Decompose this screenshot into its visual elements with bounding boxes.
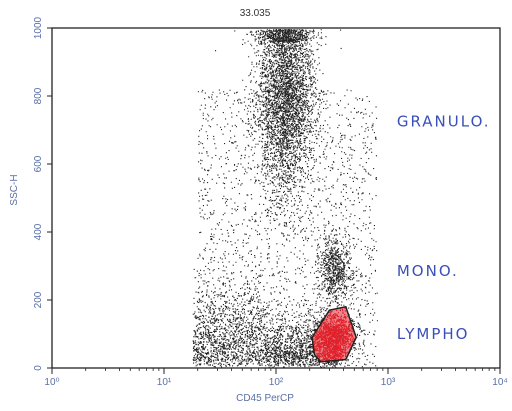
population-annotation: LYMPHO	[397, 325, 470, 343]
y-axis-label: SSC-H	[9, 174, 20, 205]
population-annotation: GRANULO.	[397, 113, 491, 131]
gate-layer	[311, 305, 358, 363]
x-tick-label: 10⁰	[44, 377, 59, 388]
x-tick-label: 10²	[269, 377, 284, 388]
x-tick-label: 10¹	[157, 377, 172, 388]
population-annotation: MONO.	[397, 262, 459, 280]
axes: 10⁰ 10¹ 10² 10³ 10⁴ 0 200 400 600 800 1000	[33, 16, 508, 388]
x-tick-label: 10⁴	[492, 377, 507, 388]
y-tick-label: 0	[33, 365, 44, 371]
y-tick-label: 600	[33, 155, 44, 172]
y-tick-label: 400	[33, 223, 44, 240]
x-tick-label: 10³	[381, 377, 396, 388]
x-axis-label: CD45 PerCP	[236, 393, 294, 404]
annotations: GRANULO. MONO. LYMPHO	[397, 113, 491, 344]
lympho-gate	[311, 305, 358, 363]
y-tick-label: 800	[33, 87, 44, 104]
y-tick-label: 200	[33, 291, 44, 308]
y-tick-label: 1000	[33, 16, 44, 39]
event-dots	[192, 29, 378, 369]
top-value-label: 33.035	[240, 8, 271, 19]
